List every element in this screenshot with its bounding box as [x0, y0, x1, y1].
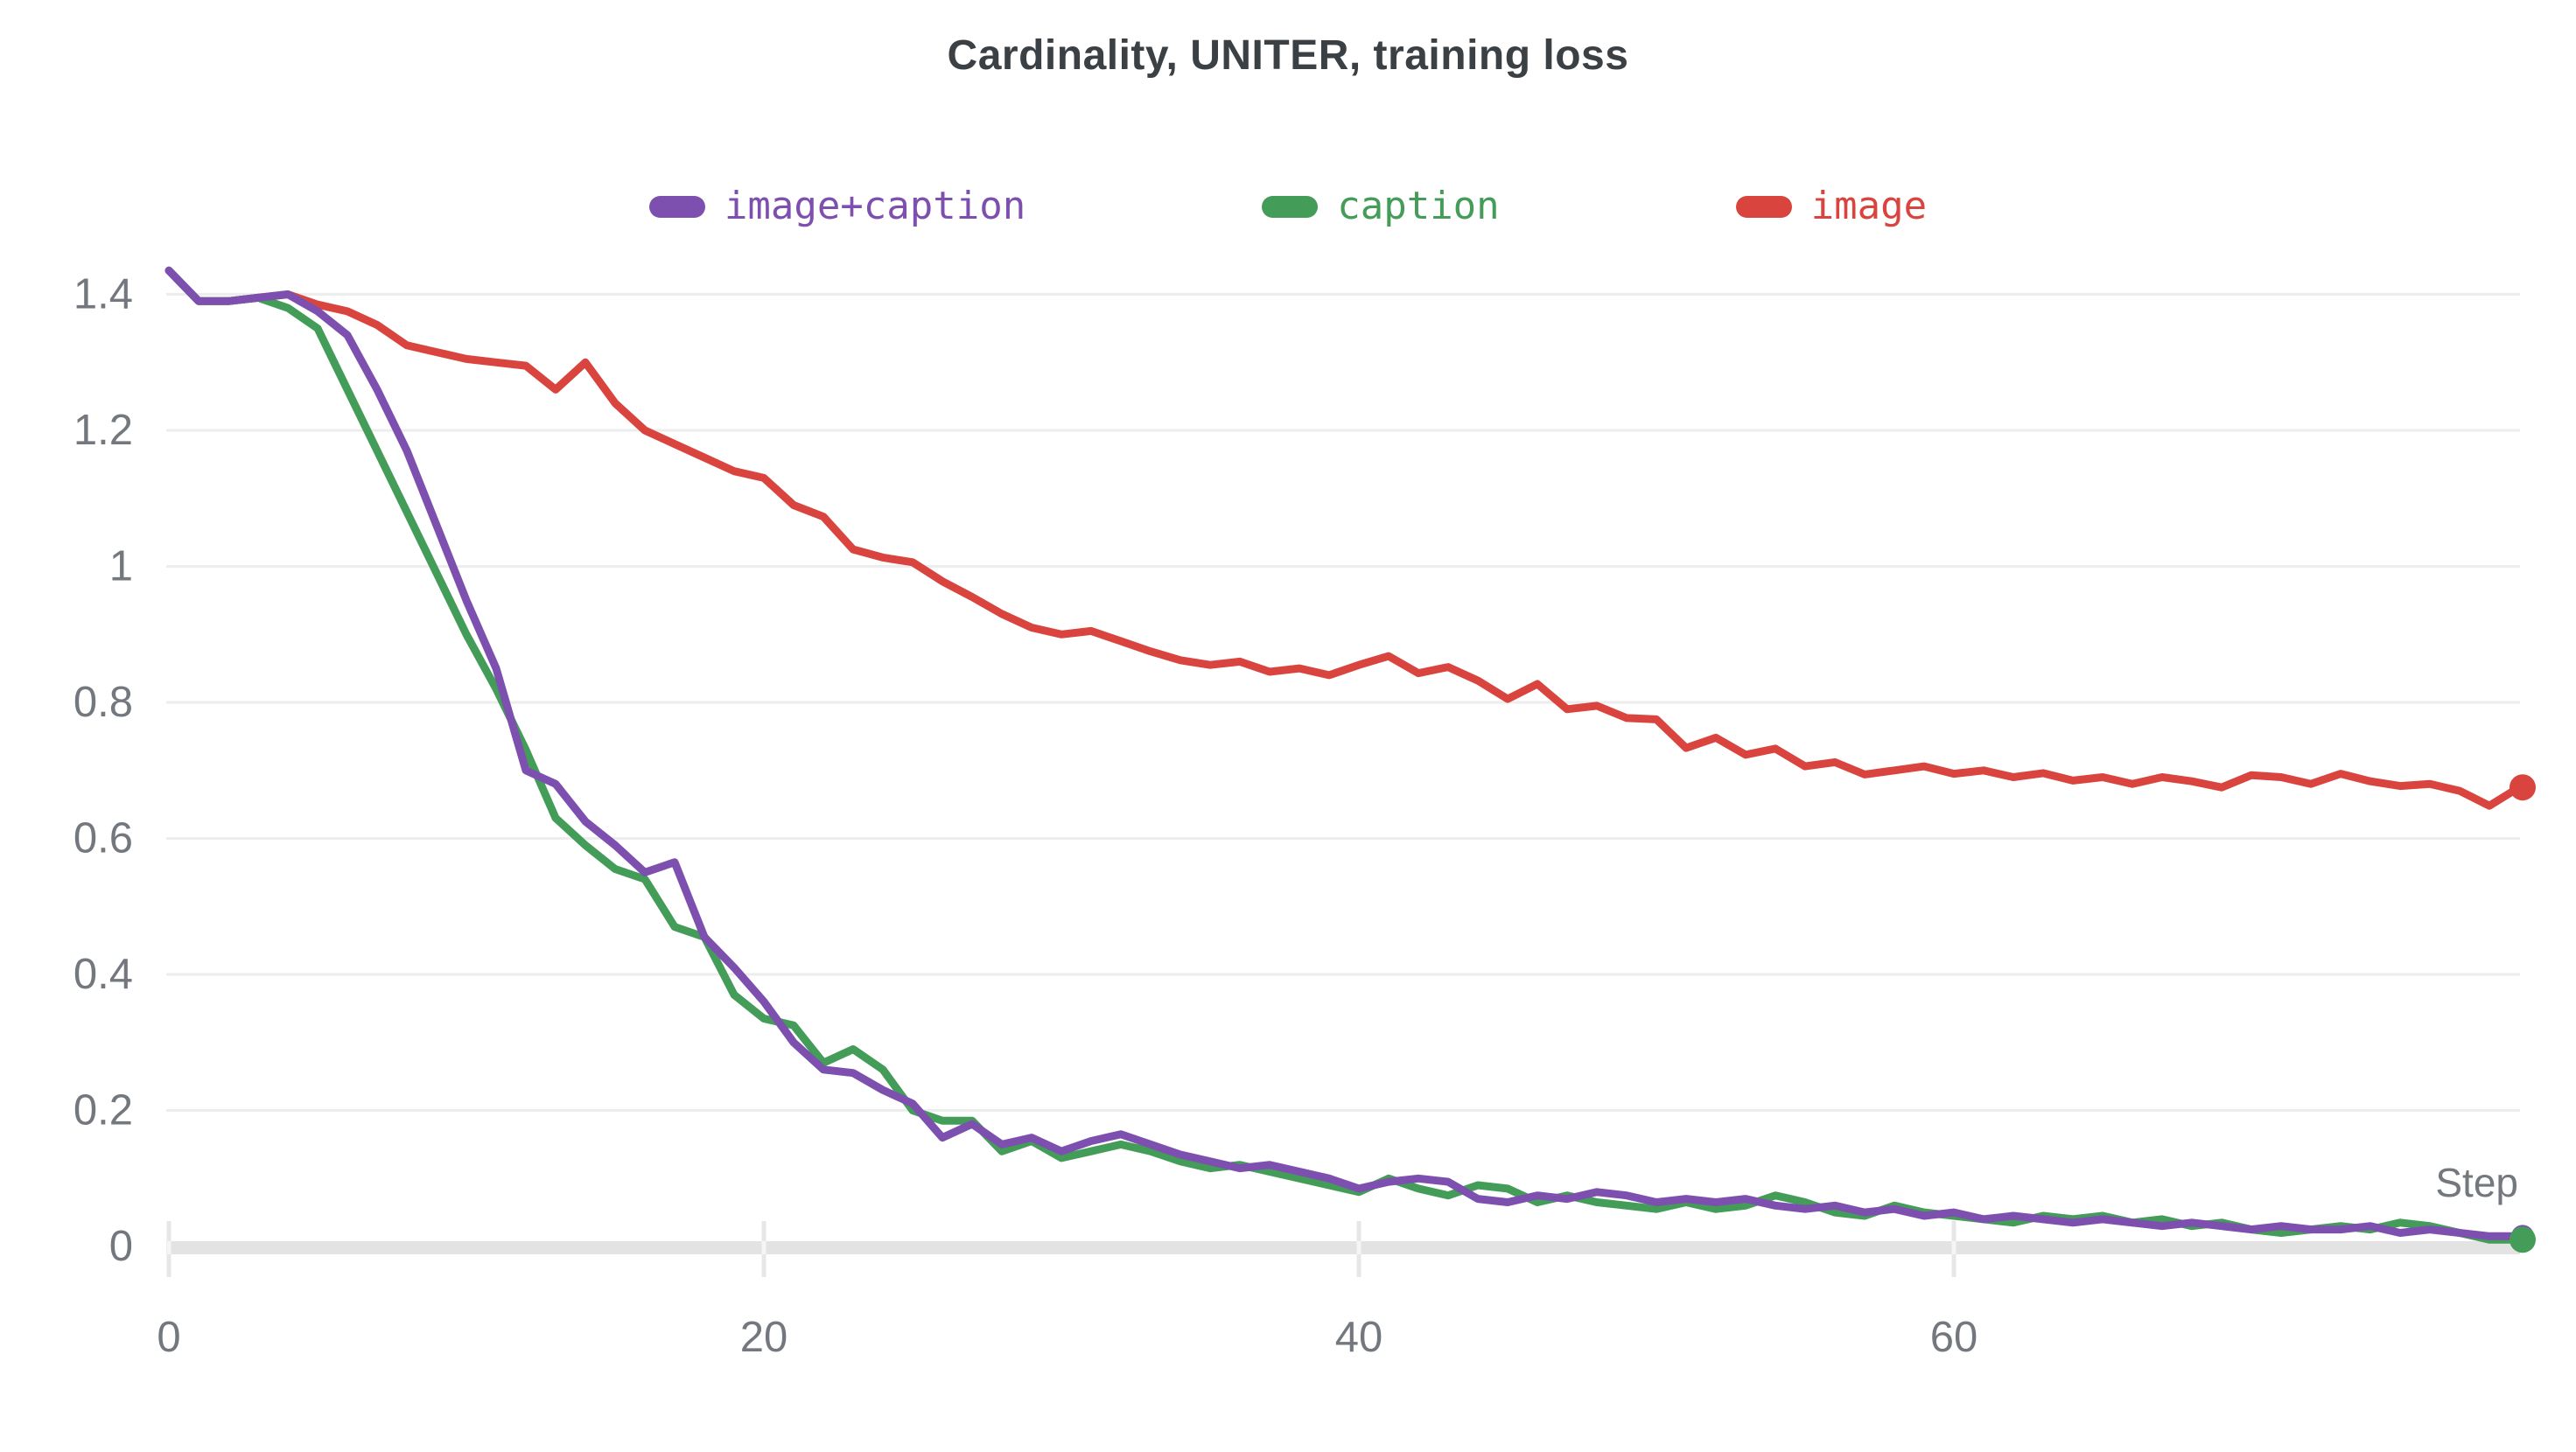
- x-tick-label-60: 60: [1930, 1314, 1978, 1361]
- y-tick-label-1.4: 1.4: [74, 271, 133, 318]
- legend-item-image+caption[interactable]: image+caption: [648, 184, 1026, 228]
- chart-title: Cardinality, UNITER, training loss: [947, 32, 1629, 79]
- y-tick-label-0.6: 0.6: [74, 815, 133, 862]
- x-tick-label-0: 0: [157, 1314, 180, 1361]
- legend-swatch-icon: [648, 195, 705, 218]
- legend-item-image[interactable]: image: [1735, 184, 1928, 228]
- legend-label: image: [1810, 184, 1928, 228]
- end-marker-caption[interactable]: [2510, 1226, 2536, 1253]
- x-axis-line: [166, 1241, 2520, 1254]
- x-axis-title: Step: [2435, 1160, 2518, 1205]
- legend-label: caption: [1337, 184, 1500, 228]
- y-tick-label-1: 1: [109, 543, 133, 590]
- y-tick-label-0: 0: [109, 1223, 133, 1270]
- y-tick-label-0.8: 0.8: [74, 679, 133, 726]
- legend-label: image+caption: [724, 184, 1026, 228]
- y-tick-label-0.4: 0.4: [74, 951, 133, 998]
- legend-swatch-icon: [1735, 195, 1792, 218]
- series-line-image[interactable]: [164, 266, 2524, 810]
- series-line-image+caption[interactable]: [164, 266, 2524, 1240]
- legend-item-caption[interactable]: caption: [1262, 184, 1500, 228]
- x-tick-label-20: 20: [740, 1314, 788, 1361]
- y-tick-label-1.2: 1.2: [74, 407, 133, 454]
- legend-swatch-icon: [1262, 195, 1319, 218]
- y-tick-label-0.2: 0.2: [74, 1087, 133, 1134]
- end-marker-image[interactable]: [2510, 774, 2536, 801]
- legend: image+caption caption image: [0, 187, 2576, 226]
- x-tick-label-40: 40: [1335, 1314, 1383, 1361]
